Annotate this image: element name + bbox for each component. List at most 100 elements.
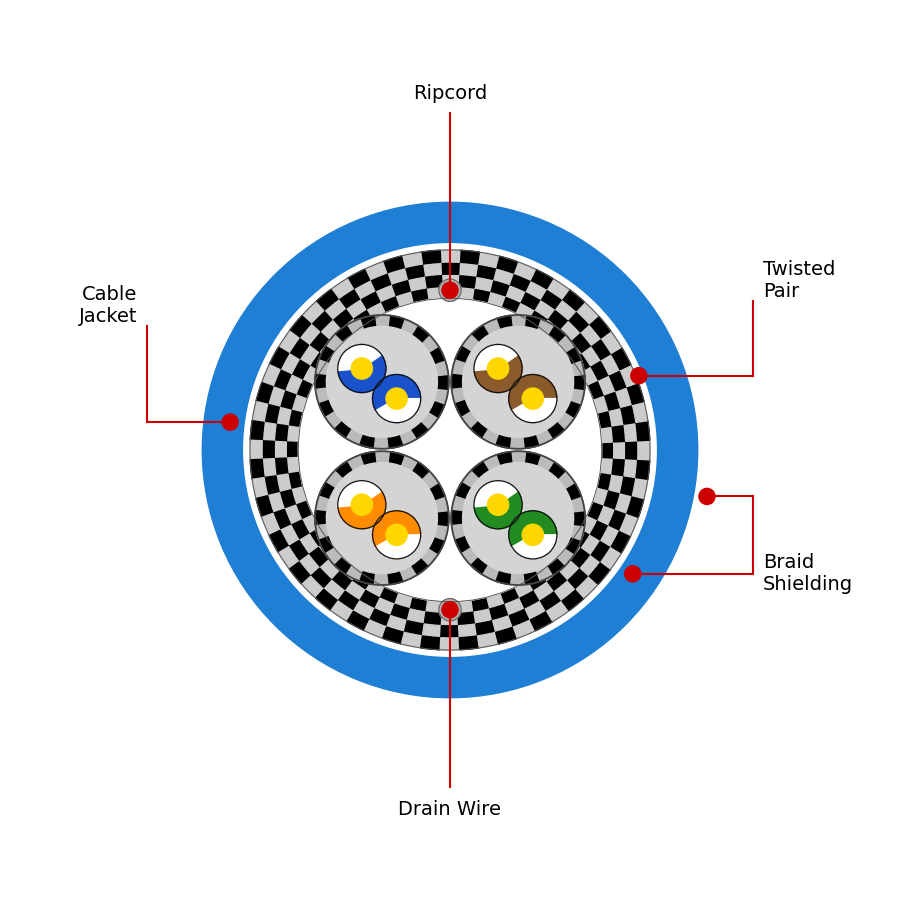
Wedge shape — [604, 391, 618, 402]
Wedge shape — [284, 533, 299, 546]
Wedge shape — [586, 535, 601, 548]
Wedge shape — [530, 571, 540, 583]
Wedge shape — [607, 490, 621, 501]
Wedge shape — [290, 323, 305, 338]
Wedge shape — [426, 411, 438, 424]
Wedge shape — [520, 291, 533, 306]
Wedge shape — [284, 554, 299, 569]
Wedge shape — [638, 450, 650, 460]
Wedge shape — [441, 274, 450, 286]
Wedge shape — [277, 482, 291, 492]
Wedge shape — [528, 310, 541, 324]
Wedge shape — [426, 476, 438, 489]
Wedge shape — [314, 535, 328, 547]
Wedge shape — [305, 324, 320, 338]
Wedge shape — [624, 467, 637, 478]
Wedge shape — [455, 536, 468, 547]
Wedge shape — [365, 306, 379, 319]
Wedge shape — [440, 250, 450, 262]
Wedge shape — [503, 452, 512, 464]
Wedge shape — [353, 455, 364, 468]
Wedge shape — [421, 471, 434, 483]
Wedge shape — [546, 607, 561, 622]
Wedge shape — [346, 458, 358, 471]
Wedge shape — [625, 432, 638, 441]
Wedge shape — [293, 338, 309, 352]
Wedge shape — [601, 331, 617, 346]
Wedge shape — [273, 509, 287, 522]
Wedge shape — [522, 266, 536, 280]
Wedge shape — [571, 530, 583, 540]
Wedge shape — [374, 287, 387, 302]
Wedge shape — [302, 373, 316, 385]
Wedge shape — [496, 317, 506, 329]
Wedge shape — [598, 410, 610, 420]
Wedge shape — [607, 546, 622, 561]
Wedge shape — [538, 274, 553, 289]
Wedge shape — [482, 565, 494, 579]
Wedge shape — [416, 276, 426, 290]
Wedge shape — [554, 601, 569, 617]
Wedge shape — [528, 576, 541, 590]
Wedge shape — [276, 416, 290, 426]
Wedge shape — [630, 392, 644, 404]
Wedge shape — [319, 353, 332, 364]
Wedge shape — [321, 482, 335, 494]
Wedge shape — [316, 295, 331, 310]
Wedge shape — [482, 458, 494, 471]
Wedge shape — [406, 458, 418, 471]
Wedge shape — [435, 394, 447, 404]
Wedge shape — [266, 484, 279, 496]
Wedge shape — [540, 596, 554, 611]
Wedge shape — [299, 554, 314, 569]
Wedge shape — [452, 525, 464, 533]
Wedge shape — [618, 395, 633, 408]
Wedge shape — [482, 321, 494, 335]
Wedge shape — [450, 638, 460, 650]
Wedge shape — [634, 478, 648, 489]
Wedge shape — [274, 458, 287, 467]
Wedge shape — [535, 299, 548, 314]
Circle shape — [373, 374, 420, 423]
Wedge shape — [611, 347, 626, 362]
Wedge shape — [590, 569, 605, 584]
Wedge shape — [451, 518, 463, 526]
Wedge shape — [562, 290, 577, 305]
Wedge shape — [346, 567, 360, 581]
Wedge shape — [601, 450, 614, 458]
Circle shape — [244, 244, 656, 656]
Wedge shape — [434, 601, 443, 614]
Wedge shape — [352, 586, 365, 601]
Wedge shape — [614, 441, 626, 450]
Wedge shape — [571, 360, 583, 370]
Wedge shape — [562, 546, 577, 560]
Wedge shape — [378, 273, 391, 287]
Wedge shape — [466, 471, 479, 483]
Wedge shape — [598, 513, 613, 526]
Wedge shape — [636, 420, 649, 432]
Wedge shape — [518, 315, 526, 327]
Wedge shape — [332, 572, 347, 586]
Wedge shape — [290, 562, 305, 577]
Wedge shape — [324, 305, 338, 320]
Wedge shape — [583, 309, 599, 324]
Wedge shape — [580, 365, 594, 379]
Wedge shape — [250, 430, 263, 441]
Wedge shape — [320, 326, 334, 340]
Wedge shape — [489, 319, 500, 332]
Wedge shape — [587, 380, 601, 392]
Wedge shape — [262, 441, 274, 450]
Wedge shape — [432, 400, 445, 411]
Wedge shape — [503, 436, 512, 448]
Wedge shape — [601, 505, 616, 518]
Wedge shape — [450, 286, 458, 299]
Wedge shape — [510, 315, 518, 327]
Wedge shape — [280, 526, 295, 538]
Wedge shape — [331, 601, 346, 617]
Wedge shape — [295, 360, 310, 373]
Wedge shape — [607, 399, 621, 410]
Wedge shape — [605, 526, 620, 538]
Wedge shape — [595, 323, 610, 338]
Text: Twisted
Pair: Twisted Pair — [762, 260, 835, 302]
Wedge shape — [552, 328, 566, 343]
